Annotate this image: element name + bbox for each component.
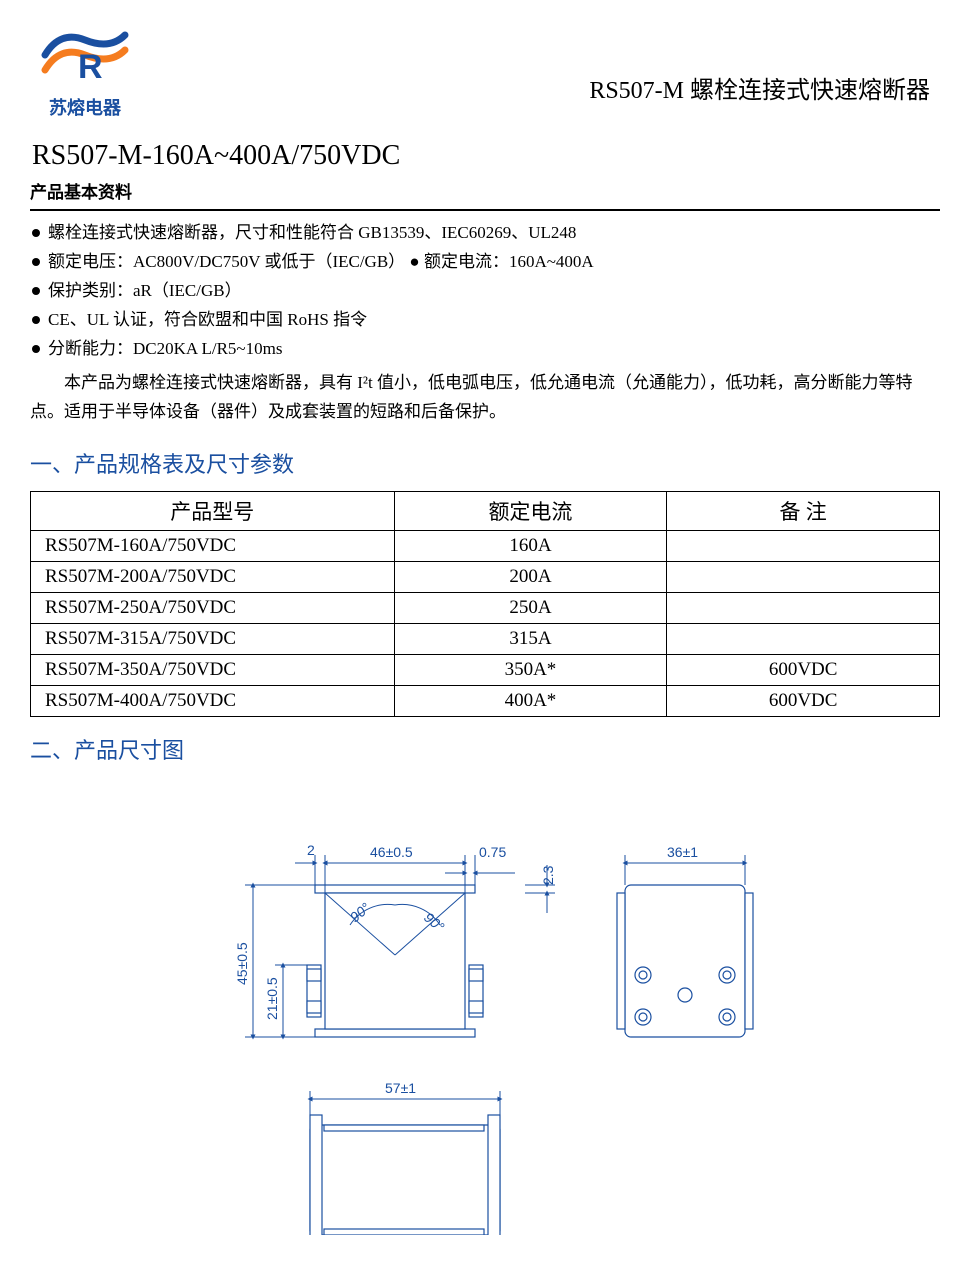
table-row: RS507M-350A/750VDC350A*600VDC [31,655,940,686]
svg-text:2.3: 2.3 [540,866,556,886]
cell-note: 600VDC [667,686,940,717]
svg-text:46±0.5: 46±0.5 [370,844,413,860]
col-model: 产品型号 [31,492,395,531]
bullet-item: 螺栓连接式快速熔断器，尺寸和性能符合 GB13539、IEC60269、UL24… [32,219,940,248]
section1-title: 一、产品规格表及尺寸参数 [30,447,940,479]
svg-text:21±0.5: 21±0.5 [264,977,280,1020]
logo-text: 苏熔电器 [49,94,121,120]
page-title: RS507-M 螺栓连接式快速熔断器 [589,70,930,105]
svg-text:36±1: 36±1 [667,844,698,860]
table-row: RS507M-200A/750VDC200A [31,562,940,593]
subhead: 产品基本资料 [30,178,940,203]
cell-current: 400A* [394,686,667,717]
cell-note [667,593,940,624]
cell-current: 200A [394,562,667,593]
bullet-item: 保护类别：aR（IEC/GB） [32,277,940,306]
cell-note [667,531,940,562]
cell-current: 160A [394,531,667,562]
cell-model: RS507M-400A/750VDC [31,686,395,717]
bullet-item: CE、UL 认证，符合欧盟和中国 RoHS 指令 [32,306,940,335]
section2-title: 二、产品尺寸图 [30,733,940,765]
col-current: 额定电流 [394,492,667,531]
spec-table: 产品型号 额定电流 备 注 RS507M-160A/750VDC160ARS50… [30,491,940,717]
cell-model: RS507M-200A/750VDC [31,562,395,593]
table-row: RS507M-400A/750VDC400A*600VDC [31,686,940,717]
logo-icon: R [30,20,140,90]
svg-text:R: R [78,48,103,86]
cell-current: 350A* [394,655,667,686]
cell-model: RS507M-350A/750VDC [31,655,395,686]
col-note: 备 注 [667,492,940,531]
header: R 苏熔电器 RS507-M 螺栓连接式快速熔断器 [30,20,940,120]
bullet-list: 螺栓连接式快速熔断器，尺寸和性能符合 GB13539、IEC60269、UL24… [32,219,940,363]
cell-note [667,562,940,593]
table-row: RS507M-315A/750VDC315A [31,624,940,655]
description: 本产品为螺栓连接式快速熔断器，具有 I²t 值小，低电弧电压，低允通电流（允通能… [30,369,940,427]
dimension-diagram: 90° 90° 2 46±0.5 0.75 2.3 45±0.5 21 [30,795,940,1235]
model-title: RS507-M-160A~400A/750VDC [32,140,940,172]
divider [30,209,940,211]
bullet-item: 分断能力：DC20KA L/R5~10ms [32,335,940,364]
svg-text:2: 2 [307,842,315,858]
bullet-item: 额定电压：AC800V/DC750V 或低于（IEC/GB） ● 额定电流：16… [32,248,940,277]
cell-model: RS507M-250A/750VDC [31,593,395,624]
cell-note: 600VDC [667,655,940,686]
table-header-row: 产品型号 额定电流 备 注 [31,492,940,531]
cell-current: 315A [394,624,667,655]
table-row: RS507M-250A/750VDC250A [31,593,940,624]
cell-model: RS507M-315A/750VDC [31,624,395,655]
table-row: RS507M-160A/750VDC160A [31,531,940,562]
logo: R 苏熔电器 [30,20,140,120]
svg-text:0.75: 0.75 [479,844,506,860]
cell-current: 250A [394,593,667,624]
svg-text:45±0.5: 45±0.5 [234,942,250,985]
cell-note [667,624,940,655]
svg-text:57±1: 57±1 [385,1080,416,1096]
cell-model: RS507M-160A/750VDC [31,531,395,562]
